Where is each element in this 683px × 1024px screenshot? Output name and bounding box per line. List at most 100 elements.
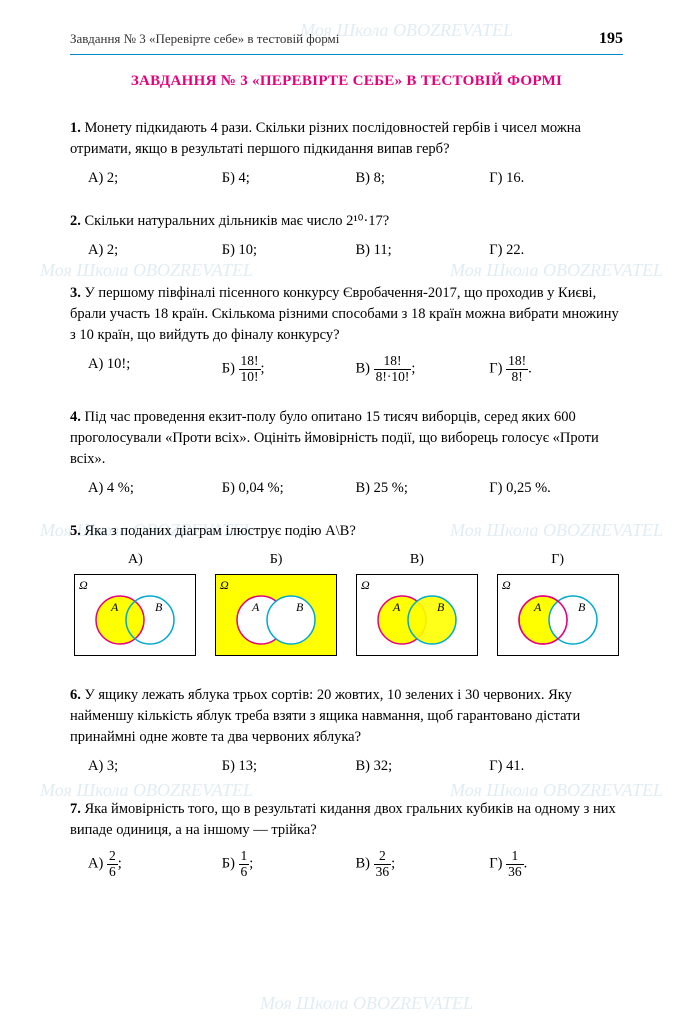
q3-c-num: 18! bbox=[374, 354, 412, 370]
q6-opt-b: Б) 13; bbox=[222, 756, 356, 777]
q6-opt-a: А) 3; bbox=[88, 756, 222, 777]
q3-d-num: 18! bbox=[506, 354, 528, 370]
q4-opt-a: А) 4 %; bbox=[88, 478, 222, 499]
q4-opt-c: В) 25 %; bbox=[356, 478, 490, 499]
q1-num: 1. bbox=[70, 120, 81, 136]
q6-num: 6. bbox=[70, 687, 81, 703]
q5-diag-c: В) Ω A B bbox=[352, 550, 483, 663]
page-title: ЗАВДАННЯ № 3 «ПЕРЕВІРТЕ СЕБЕ» В ТЕСТОВІЙ… bbox=[70, 73, 623, 90]
q3-c-den: 8!·10! bbox=[374, 370, 412, 385]
q7-a-label: А) bbox=[88, 856, 107, 872]
q7-d-den: 36 bbox=[506, 865, 524, 880]
q5-label-d: Г) bbox=[492, 550, 623, 570]
q7-a-den: 6 bbox=[107, 865, 118, 880]
q7-b-label: Б) bbox=[222, 856, 239, 872]
q5-diag-b: Б) Ω A B bbox=[211, 550, 342, 663]
q4-opt-b: Б) 0,04 %; bbox=[222, 478, 356, 499]
watermark: Моя Школа OBOZREVATEL bbox=[260, 993, 473, 1014]
q7-a-num: 2 bbox=[107, 849, 118, 865]
q2-text: Скільки натуральних дільників має число … bbox=[85, 213, 390, 229]
q4-options: А) 4 %; Б) 0,04 %; В) 25 %; Г) 0,25 %. bbox=[70, 478, 623, 499]
q1-opt-b: Б) 4; bbox=[222, 168, 356, 189]
q5-text: Яка з поданих діаграм ілюструє подію A\B… bbox=[85, 523, 356, 539]
q4-num: 4. bbox=[70, 409, 81, 425]
q5-diag-a: А) Ω A B bbox=[70, 550, 201, 663]
q7-c-label: В) bbox=[356, 856, 374, 872]
q2-num: 2. bbox=[70, 213, 81, 229]
q4-opt-d: Г) 0,25 %. bbox=[489, 478, 623, 499]
q3-opt-a-label: А) 10!; bbox=[88, 356, 130, 372]
q7-opt-d: Г) 136. bbox=[489, 849, 623, 880]
svg-text:A: A bbox=[392, 600, 401, 614]
question-3: 3. У першому півфіналі пісенного конкурс… bbox=[70, 283, 623, 385]
q7-text: Яка ймовірність того, що в результаті ки… bbox=[70, 801, 616, 838]
question-5: 5. Яка з поданих діаграм ілюструє подію … bbox=[70, 521, 623, 663]
q6-opt-d: Г) 41. bbox=[489, 756, 623, 777]
venn-c: Ω A B bbox=[356, 574, 478, 656]
svg-text:B: B bbox=[155, 600, 163, 614]
svg-text:A: A bbox=[533, 600, 542, 614]
q5-label-c: В) bbox=[352, 550, 483, 570]
svg-text:Ω: Ω bbox=[361, 578, 370, 592]
q7-c-den: 36 bbox=[374, 865, 392, 880]
q3-text: У першому півфіналі пісенного конкурсу Є… bbox=[70, 285, 619, 343]
venn-a: Ω A B bbox=[74, 574, 196, 656]
q3-d-den: 8! bbox=[506, 370, 528, 385]
svg-text:B: B bbox=[296, 600, 304, 614]
question-6: 6. У ящику лежать яблука трьох сортів: 2… bbox=[70, 685, 623, 777]
q7-opt-c: В) 236; bbox=[356, 849, 490, 880]
q1-options: А) 2; Б) 4; В) 8; Г) 16. bbox=[70, 168, 623, 189]
svg-text:Ω: Ω bbox=[220, 578, 229, 592]
running-header: Завдання № 3 «Перевірте себе» в тестовій… bbox=[70, 31, 339, 47]
q3-opt-c: В) 18!8!·10!; bbox=[356, 354, 490, 385]
q7-c-suf: ; bbox=[391, 856, 395, 872]
q3-opt-d: Г) 18!8!. bbox=[489, 354, 623, 385]
q2-opt-d: Г) 22. bbox=[489, 240, 623, 261]
header-rule bbox=[70, 54, 623, 55]
q7-b-den: 6 bbox=[239, 865, 250, 880]
q7-options: А) 26; Б) 16; В) 236; Г) 136. bbox=[70, 849, 623, 880]
q7-opt-b: Б) 16; bbox=[222, 849, 356, 880]
q3-options: А) 10!; Б) 18!10!; В) 18!8!·10!; Г) 18!8… bbox=[70, 354, 623, 385]
q1-opt-c: В) 8; bbox=[356, 168, 490, 189]
q3-opt-b: Б) 18!10!; bbox=[222, 354, 356, 385]
q3-opt-a: А) 10!; bbox=[88, 354, 222, 385]
question-2: 2. Скільки натуральних дільників має чис… bbox=[70, 211, 623, 261]
q7-d-suf: . bbox=[524, 856, 528, 872]
q7-d-label: Г) bbox=[489, 856, 506, 872]
q2-opt-a: А) 2; bbox=[88, 240, 222, 261]
q1-opt-d: Г) 16. bbox=[489, 168, 623, 189]
svg-text:Ω: Ω bbox=[79, 578, 88, 592]
page-number: 195 bbox=[599, 30, 623, 48]
q3-b-den: 10! bbox=[239, 370, 261, 385]
svg-text:A: A bbox=[110, 600, 119, 614]
q7-b-suf: ; bbox=[249, 856, 253, 872]
q5-label-b: Б) bbox=[211, 550, 342, 570]
svg-text:B: B bbox=[437, 600, 445, 614]
q2-opt-b: Б) 10; bbox=[222, 240, 356, 261]
svg-text:Ω: Ω bbox=[502, 578, 511, 592]
q1-text: Монету підкидають 4 рази. Скільки різних… bbox=[70, 120, 581, 157]
q5-num: 5. bbox=[70, 523, 81, 539]
q3-c-suf: ; bbox=[411, 361, 415, 377]
question-4: 4. Під час проведення екзит-полу було оп… bbox=[70, 407, 623, 499]
svg-text:A: A bbox=[251, 600, 260, 614]
q3-opt-b-label: Б) bbox=[222, 361, 239, 377]
q4-text: Під час проведення екзит-полу було опита… bbox=[70, 409, 599, 467]
q3-opt-c-label: В) bbox=[356, 361, 374, 377]
q2-opt-c: В) 11; bbox=[356, 240, 490, 261]
q3-b-num: 18! bbox=[239, 354, 261, 370]
svg-text:B: B bbox=[578, 600, 586, 614]
q6-options: А) 3; Б) 13; В) 32; Г) 41. bbox=[70, 756, 623, 777]
q7-c-num: 2 bbox=[374, 849, 392, 865]
question-7: 7. Яка ймовірність того, що в результаті… bbox=[70, 799, 623, 880]
q5-label-a: А) bbox=[70, 550, 201, 570]
question-1: 1. Монету підкидають 4 рази. Скільки різ… bbox=[70, 118, 623, 189]
q5-diagrams: А) Ω A B Б) Ω A B bbox=[70, 550, 623, 663]
q3-num: 3. bbox=[70, 285, 81, 301]
q3-d-suf: . bbox=[528, 361, 532, 377]
q6-opt-c: В) 32; bbox=[356, 756, 490, 777]
q7-num: 7. bbox=[70, 801, 81, 817]
q3-opt-d-label: Г) bbox=[489, 361, 506, 377]
q7-b-num: 1 bbox=[239, 849, 250, 865]
